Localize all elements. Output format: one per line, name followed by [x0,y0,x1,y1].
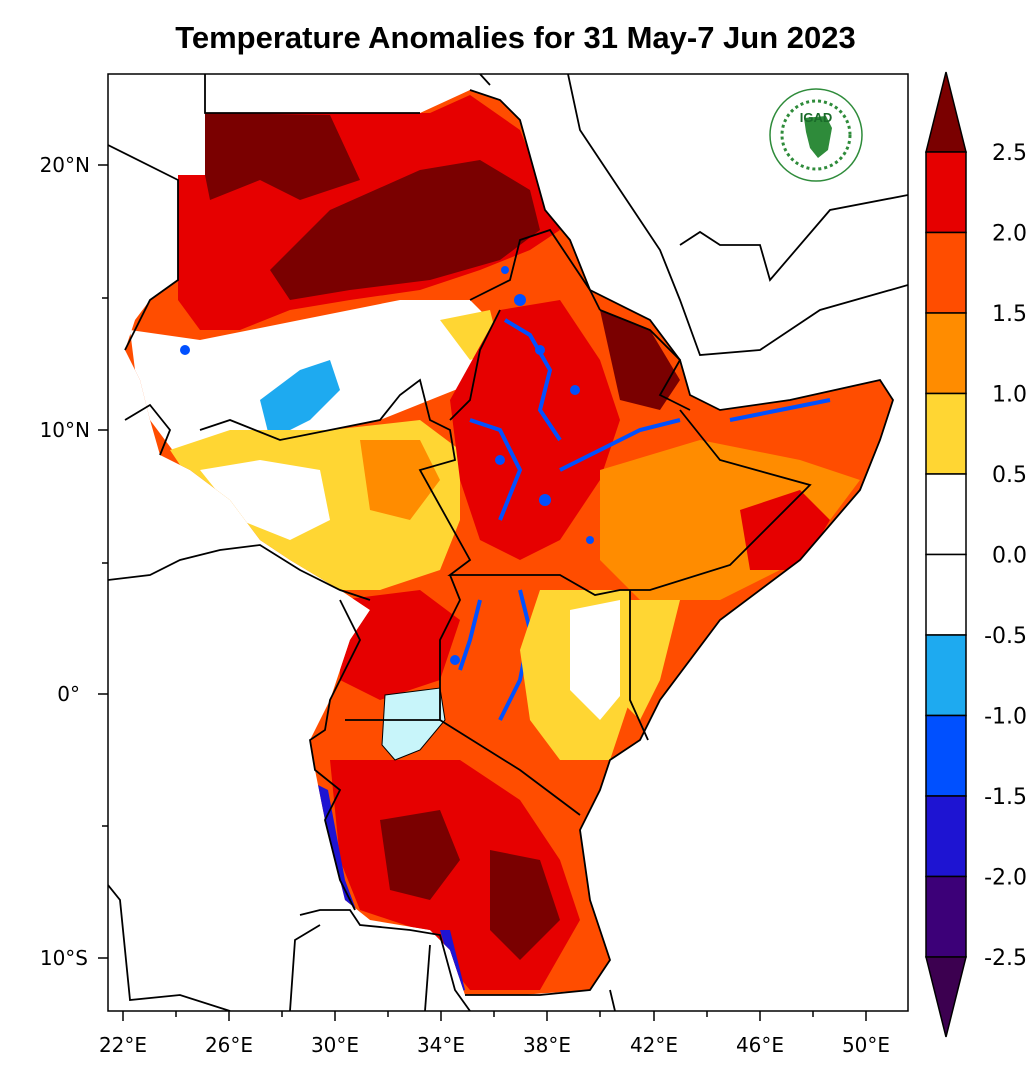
boundary-egypt-sudan [204,74,420,114]
colorbar-label: -2.5 [984,946,1027,971]
anomaly-patch-car-neutral [200,460,330,540]
africa-icon [804,116,832,158]
boundary-angola-zambia [108,884,231,1011]
boundary-eritrea [469,228,601,311]
boundary-mozambique [609,989,616,1011]
colorbar-swatch [925,714,967,797]
colorbar-label: -1.0 [984,705,1027,730]
coastline-arabia-west [567,74,908,356]
igad-logo-text: IGAD [800,110,833,125]
colorbar-top-arrow [925,71,967,153]
axis-ticks [98,164,867,1021]
igad-logo: IGAD [769,88,863,182]
colorbar-label: -0.5 [984,624,1027,649]
anomaly-patch-somalia-south-yellow [620,600,680,720]
lon-tick-26e: 26°E [205,1033,253,1057]
anomaly-patch-tanzania-se-darkred [490,850,560,960]
lon-tick-30e: 30°E [311,1033,359,1057]
lat-tick-10s: 10°S [40,946,88,970]
colorbar-label: -2.0 [984,866,1027,891]
boundary-zambia-tanzania [299,909,471,1011]
lat-tick-10n: 10°N [40,418,90,442]
boundary-chad-sudan [108,144,179,351]
country-boundaries [108,74,812,1011]
coastline-east-africa [465,89,894,996]
colorbar-label: 2.0 [992,222,1027,247]
colorbar-label: 1.0 [992,383,1027,408]
lon-tick-34e: 34°E [417,1033,465,1057]
colorbar-label: 0.0 [992,544,1027,569]
colorbar-swatch [925,634,967,717]
colorbar-swatch [925,553,967,636]
lon-tick-labels: 22°E 26°E 30°E 34°E 38°E 42°E 46°E 50°E [99,1033,890,1057]
colorbar: 2.5 2.0 1.5 1.0 0.5 0.0 -0.5 -1.0 -1.5 -2.0 -2.5 [925,71,1027,1038]
lat-tick-20n: 20°N [40,153,90,177]
colorbar-swatch [925,312,967,395]
anomaly-patch-afar-darkred [600,310,680,410]
colorbar-swatch [925,151,967,234]
colorbar-swatch [925,795,967,878]
colorbar-label: 1.5 [992,302,1027,327]
colorbar-swatch [925,392,967,475]
coastline-egypt [479,74,491,86]
lon-tick-38e: 38°E [523,1033,571,1057]
boundary-ethiopia-somalia [500,409,812,596]
anomaly-patch-tanzania-darkred [380,810,460,900]
boundary-sudan-ethiopia [449,309,501,421]
coastline-arabia-interior [679,194,908,282]
anomaly-patch-darfur-cool [260,360,340,440]
boundary-car-drc [108,544,371,601]
boundary-drc-east [309,599,362,911]
coastlines [465,74,908,996]
boundary-uganda-kenya-tanzania [439,574,581,816]
lon-tick-22e: 22°E [99,1033,147,1057]
lat-tick-0: 0° [57,682,80,706]
boundary-sudan-southsudan [199,378,500,576]
anomaly-patch-kenya-neutral [570,600,625,720]
anomaly-cool-spots [180,266,594,665]
map-title: Temperature Anomalies for 31 May-7 Jun 2… [175,20,856,55]
colorbar-swatch [925,231,967,314]
lake-tanganyika [318,785,358,918]
boundary-zambia-drc [289,924,321,1011]
boundary-kenya-somalia [629,590,649,741]
boundary-malawi [424,944,431,1011]
boundary-chad-car [124,403,172,456]
lat-tick-labels: 20°N 10°N 0° 10°S [40,153,90,970]
colorbar-swatch [925,473,967,556]
anomaly-patch-ethiopia-red [450,300,620,560]
colorbar-bottom-arrow [925,956,967,1038]
anomaly-patch-north-darkred [205,113,360,200]
colorbar-label: 0.5 [992,463,1027,488]
anomaly-patch-uganda-red [340,590,460,700]
anomaly-patch-southsudan-orange [360,440,440,520]
colorbar-swatch [925,875,967,958]
lon-tick-46e: 46°E [736,1033,784,1057]
colorbar-label: 2.5 [992,141,1027,166]
anomaly-patch-sudan-darkred [270,160,540,300]
colorbar-label: -1.5 [984,785,1027,810]
lon-tick-42e: 42°E [630,1033,678,1057]
lon-tick-50e: 50°E [842,1033,890,1057]
